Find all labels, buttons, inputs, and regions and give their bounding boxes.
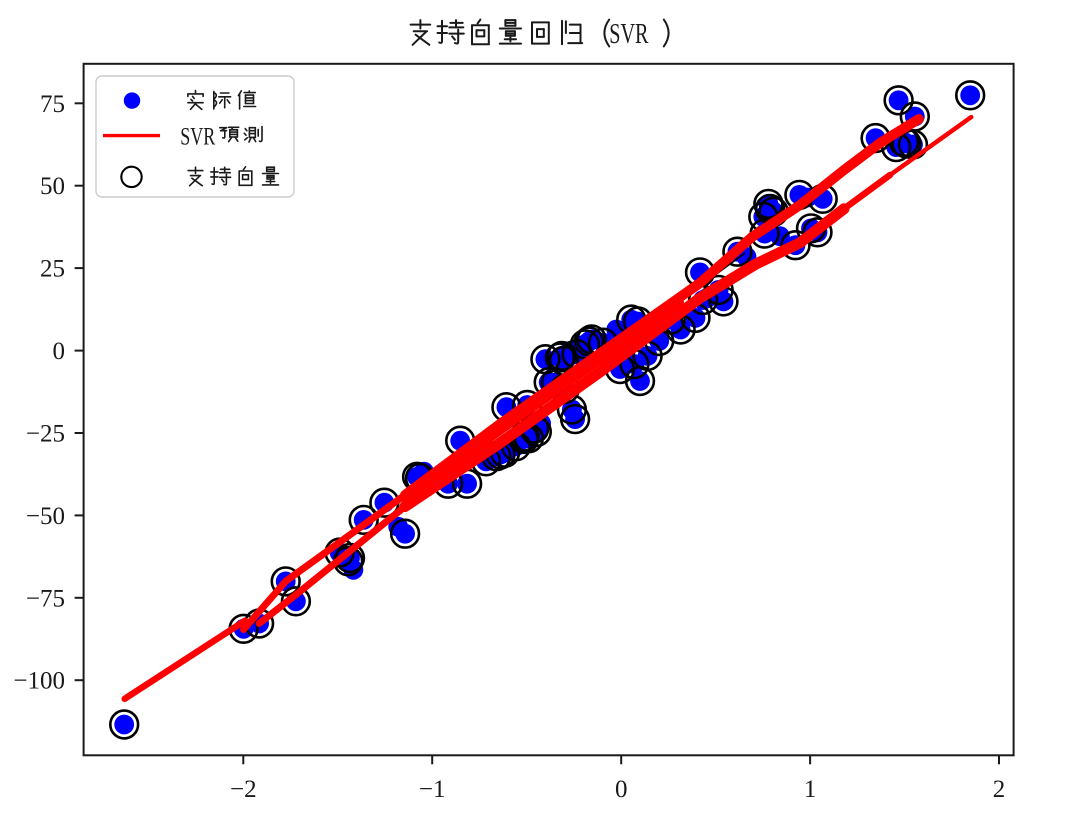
svg-text:−1: −1 (419, 776, 446, 803)
svg-text:−2: −2 (230, 776, 257, 803)
svg-text:−100: −100 (13, 668, 65, 695)
svg-text:−75: −75 (26, 585, 65, 612)
svg-text:2: 2 (993, 776, 1006, 803)
svg-text:1: 1 (804, 776, 817, 803)
svg-text:75: 75 (40, 91, 65, 118)
svg-text:25: 25 (40, 256, 65, 283)
svg-text:−25: −25 (26, 421, 65, 448)
svg-text:−50: −50 (26, 503, 65, 530)
svg-text:50: 50 (40, 173, 65, 200)
svg-text:0: 0 (53, 338, 66, 365)
svg-text:SVR: SVR (609, 19, 649, 50)
svg-text:SVR: SVR (180, 123, 215, 151)
svg-text:0: 0 (615, 776, 628, 803)
